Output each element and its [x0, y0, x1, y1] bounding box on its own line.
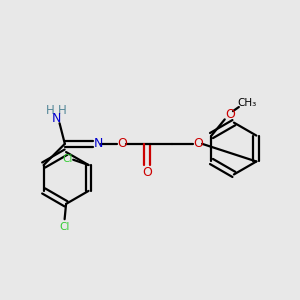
Text: H: H — [58, 104, 66, 117]
Text: Cl: Cl — [59, 222, 70, 232]
Text: Cl: Cl — [62, 154, 73, 164]
Text: H: H — [46, 104, 55, 117]
Text: O: O — [225, 108, 235, 121]
Text: N: N — [52, 112, 61, 125]
Text: O: O — [194, 137, 203, 150]
Text: CH₃: CH₃ — [238, 98, 257, 108]
Text: O: O — [117, 137, 127, 150]
Text: O: O — [142, 166, 152, 179]
Text: N: N — [94, 137, 104, 150]
